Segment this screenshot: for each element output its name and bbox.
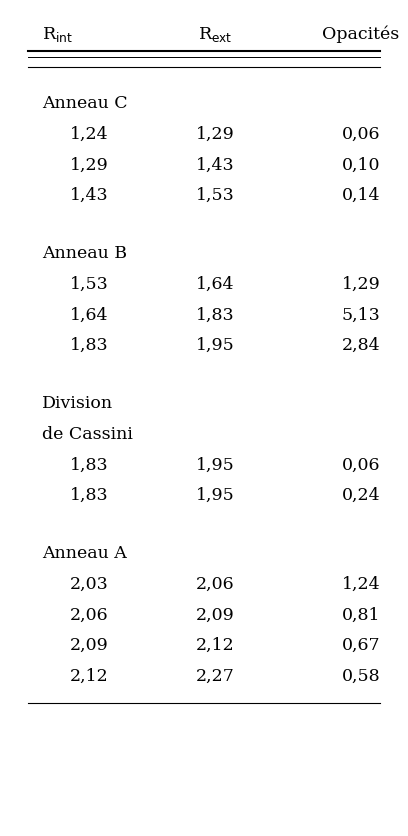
Text: 2,03: 2,03	[69, 576, 108, 593]
Text: 1,43: 1,43	[196, 156, 235, 173]
Text: 0,24: 0,24	[342, 487, 380, 504]
Text: 1,83: 1,83	[196, 307, 235, 324]
Text: 1,24: 1,24	[69, 126, 108, 143]
Text: 0,58: 0,58	[342, 668, 380, 685]
Text: Anneau B: Anneau B	[42, 245, 126, 263]
Text: 0,06: 0,06	[342, 126, 380, 143]
Text: 1,83: 1,83	[69, 456, 108, 473]
Text: 1,83: 1,83	[69, 487, 108, 504]
Text: 1,43: 1,43	[69, 187, 108, 204]
Text: 1,24: 1,24	[342, 576, 380, 593]
Text: R$_{\rm int}$: R$_{\rm int}$	[42, 25, 73, 43]
Text: 0,06: 0,06	[342, 456, 380, 473]
Text: R$_{\rm ext}$: R$_{\rm ext}$	[198, 25, 233, 43]
Text: 2,09: 2,09	[69, 637, 108, 654]
Text: 2,84: 2,84	[342, 337, 380, 354]
Text: Anneau C: Anneau C	[42, 95, 127, 112]
Text: 0,81: 0,81	[342, 606, 380, 624]
Text: 1,64: 1,64	[196, 276, 235, 293]
Text: 1,29: 1,29	[69, 156, 108, 173]
Text: 2,09: 2,09	[196, 606, 235, 624]
Text: Anneau A: Anneau A	[42, 545, 126, 563]
Text: 1,53: 1,53	[69, 276, 108, 293]
Text: 0,67: 0,67	[342, 637, 380, 654]
Text: Division: Division	[42, 395, 113, 412]
Text: 1,29: 1,29	[342, 276, 381, 293]
Text: Opacités: Opacités	[322, 25, 400, 43]
Text: 2,12: 2,12	[69, 668, 108, 685]
Text: 0,14: 0,14	[342, 187, 380, 204]
Text: 1,83: 1,83	[69, 337, 108, 354]
Text: 2,06: 2,06	[196, 576, 235, 593]
Text: 1,95: 1,95	[196, 456, 235, 473]
Text: 1,53: 1,53	[196, 187, 235, 204]
Text: 2,27: 2,27	[196, 668, 235, 685]
Text: 2,06: 2,06	[69, 606, 108, 624]
Text: 2,12: 2,12	[196, 637, 235, 654]
Text: 1,64: 1,64	[69, 307, 108, 324]
Text: 5,13: 5,13	[342, 307, 381, 324]
Text: 1,95: 1,95	[196, 337, 235, 354]
Text: 1,29: 1,29	[196, 126, 235, 143]
Text: de Cassini: de Cassini	[42, 426, 133, 443]
Text: 1,95: 1,95	[196, 487, 235, 504]
Text: 0,10: 0,10	[342, 156, 380, 173]
